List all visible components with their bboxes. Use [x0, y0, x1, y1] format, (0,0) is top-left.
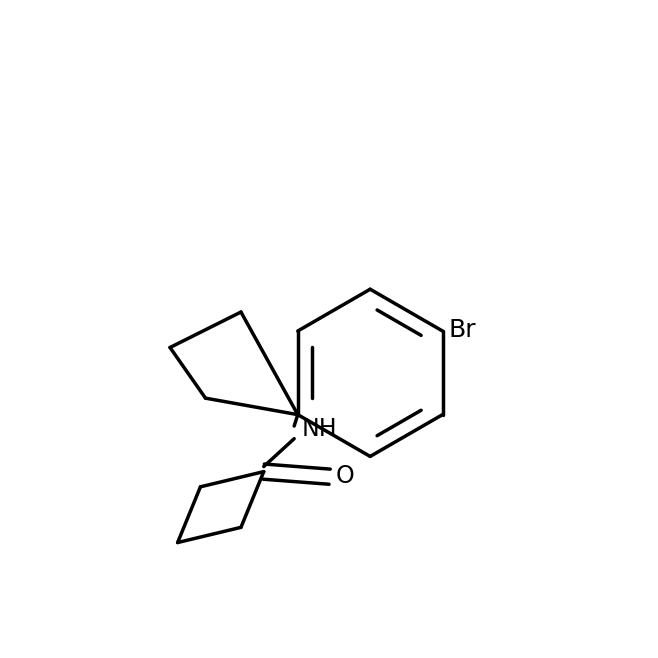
Text: Br: Br — [449, 318, 476, 342]
Text: NH: NH — [302, 417, 338, 441]
Text: O: O — [336, 464, 355, 488]
